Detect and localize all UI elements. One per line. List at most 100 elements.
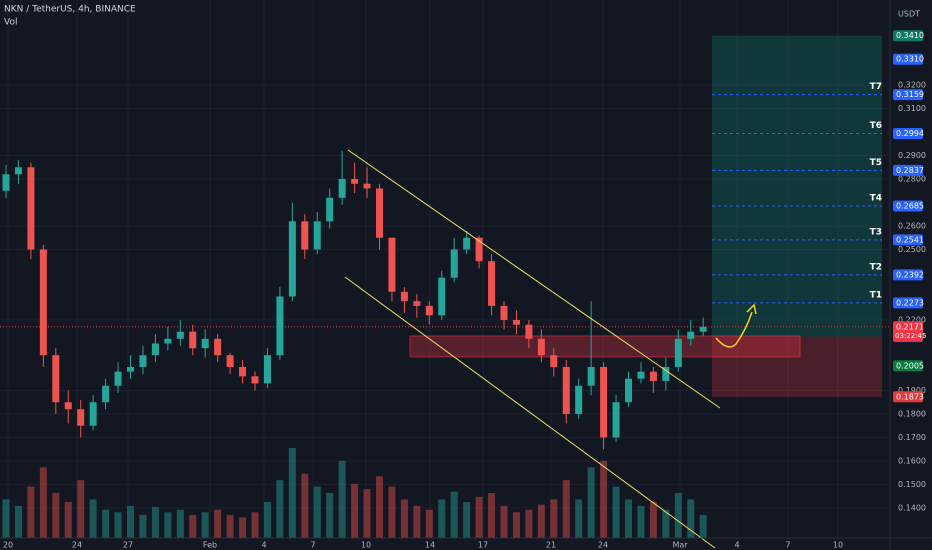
volume-bar	[351, 484, 359, 538]
price-tag	[893, 89, 923, 101]
volume-bar	[151, 507, 159, 538]
candle-body	[388, 237, 396, 292]
volume-bar	[102, 509, 110, 538]
volume-bar	[438, 499, 446, 538]
volume-bar	[338, 460, 346, 538]
price-tag-label: 0.2994	[896, 129, 924, 138]
candle-body	[625, 378, 632, 403]
volume-bar	[77, 480, 85, 538]
x-tick-label: Feb	[203, 541, 217, 550]
volume-bar	[14, 505, 22, 538]
volume-bar	[239, 517, 247, 538]
stop-loss-zone	[712, 336, 882, 397]
candle-body	[376, 188, 383, 238]
price-tag	[893, 127, 923, 139]
candle-body	[612, 402, 620, 438]
candle-body	[127, 366, 134, 372]
candle-body	[488, 261, 496, 306]
y-tick-label: 0.2500	[898, 245, 926, 254]
candle-body	[438, 277, 446, 316]
price-tag	[893, 360, 923, 372]
volume-bar	[288, 448, 296, 538]
candle-body	[288, 221, 296, 297]
x-tick-label: 7	[310, 541, 315, 550]
y-tick-label: 0.2900	[898, 151, 926, 160]
price-tag-label: 0.2392	[896, 270, 924, 279]
candle-body	[114, 371, 122, 386]
x-tick-label: 24	[72, 541, 82, 550]
volume-bar	[674, 493, 682, 538]
candle-body	[151, 343, 159, 356]
y-tick-label: 0.1900	[898, 386, 926, 395]
price-tag-label: 0.2273	[896, 298, 924, 307]
x-tick-label: 7	[785, 541, 790, 550]
price-tag	[893, 391, 923, 403]
countdown: 03:22:45	[895, 332, 926, 340]
volume-bar	[575, 499, 583, 538]
volume-bar	[313, 486, 321, 538]
candle-body	[102, 385, 110, 403]
volume-bar	[326, 493, 334, 538]
x-tick-label: 17	[478, 541, 488, 550]
price-tag	[893, 234, 923, 246]
candle-body	[463, 237, 471, 250]
volume-bar	[52, 493, 60, 538]
candle-body	[201, 338, 209, 349]
volume-bar	[376, 476, 383, 538]
candle-body	[39, 249, 47, 356]
candle-body	[699, 326, 707, 332]
y-tick-label: 0.1500	[898, 480, 926, 489]
volume-bar	[139, 514, 147, 538]
volume-bar	[463, 502, 471, 538]
volume	[2, 448, 707, 538]
x-tick-label: 24	[598, 541, 608, 550]
candle-body	[214, 338, 222, 356]
price-tag	[893, 164, 923, 176]
candle-body	[550, 355, 558, 367]
target-label: T6	[870, 121, 882, 131]
x-tick-label: 10	[833, 541, 843, 550]
volume-bar	[214, 509, 222, 538]
x-tick-label: 27	[123, 541, 133, 550]
grid	[0, 0, 890, 538]
indicator-label: Vol	[4, 18, 17, 28]
y-tick-label: 0.2800	[898, 175, 926, 184]
volume-bar	[263, 502, 271, 538]
candle-body	[637, 371, 645, 379]
x-tick-label: 4	[261, 541, 266, 550]
volume-bar	[276, 480, 284, 538]
volume-bar	[687, 499, 695, 538]
y-tick-label: 0.3100	[898, 104, 926, 113]
candle-body	[77, 409, 85, 426]
volume-bar	[176, 509, 184, 538]
volume-bar	[114, 512, 122, 538]
volume-bar	[512, 512, 520, 538]
zones: T1 T2 T3 T4 T5 T6 T7	[0, 35, 890, 397]
channel-upper	[347, 149, 721, 409]
projection-arrow	[715, 311, 753, 348]
candle-body	[537, 338, 545, 356]
candle-body	[276, 296, 284, 356]
candle-body	[475, 237, 483, 262]
candle-body	[687, 331, 695, 339]
candle-body	[575, 385, 583, 414]
volume-bar	[39, 467, 47, 538]
channel-lower	[344, 276, 716, 549]
y-tick-label: 0.3200	[898, 81, 926, 90]
volume-bar	[301, 473, 309, 538]
volume-bar	[251, 512, 259, 538]
target-label: T1	[870, 290, 882, 300]
price-tag	[893, 269, 923, 281]
volume-bar	[27, 486, 35, 538]
candle-body	[662, 366, 670, 382]
target-label: T3	[870, 227, 882, 237]
x-tick-label: 10	[361, 541, 371, 550]
volume-bar	[537, 504, 545, 538]
x-tick-label: 14	[425, 541, 435, 550]
arrow-head	[746, 303, 757, 315]
price-tag-label: 0.3310	[896, 55, 924, 64]
candle-body	[189, 331, 197, 349]
price-tag-label: 0.2541	[896, 235, 924, 244]
